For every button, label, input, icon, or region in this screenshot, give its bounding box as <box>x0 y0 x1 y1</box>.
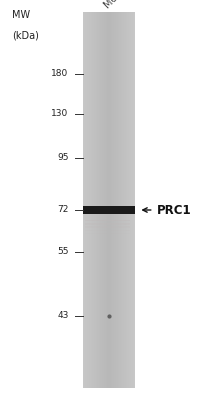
Text: Mouse testis: Mouse testis <box>102 0 153 10</box>
Bar <box>83 206 135 214</box>
Bar <box>101 12 102 388</box>
Bar <box>109 12 110 388</box>
Bar <box>100 12 101 388</box>
Bar <box>115 12 116 388</box>
Bar <box>121 12 122 388</box>
Bar <box>111 12 112 388</box>
Bar <box>85 233 130 234</box>
Bar <box>114 12 115 388</box>
Bar <box>85 224 130 225</box>
Text: 130: 130 <box>51 110 69 118</box>
Bar <box>83 12 84 388</box>
Bar <box>133 12 134 388</box>
Bar <box>89 12 90 388</box>
Bar <box>122 12 123 388</box>
Bar <box>106 12 107 388</box>
Bar <box>112 12 113 388</box>
Bar <box>134 12 135 388</box>
Bar <box>85 223 130 224</box>
Bar <box>123 12 124 388</box>
Bar <box>108 12 109 388</box>
Bar <box>129 12 130 388</box>
Bar <box>99 12 100 388</box>
Text: MW: MW <box>12 10 30 20</box>
Bar <box>91 12 92 388</box>
Bar <box>104 12 105 388</box>
Bar <box>124 12 125 388</box>
Bar <box>96 12 97 388</box>
Text: 180: 180 <box>51 70 69 78</box>
Bar <box>92 12 93 388</box>
Bar <box>131 12 132 388</box>
Bar <box>116 12 117 388</box>
Bar <box>118 12 119 388</box>
Bar <box>117 12 118 388</box>
Text: (kDa): (kDa) <box>12 30 39 40</box>
Bar <box>84 12 85 388</box>
Bar <box>107 12 108 388</box>
Bar <box>88 12 89 388</box>
Bar <box>85 12 86 388</box>
Bar <box>85 227 130 228</box>
Text: 95: 95 <box>57 154 69 162</box>
Bar <box>94 12 95 388</box>
Bar <box>103 12 104 388</box>
Bar <box>95 12 96 388</box>
Bar <box>128 12 129 388</box>
Bar <box>119 12 120 388</box>
Text: 72: 72 <box>57 206 69 214</box>
Bar <box>125 12 126 388</box>
Bar <box>85 229 130 230</box>
Bar <box>102 12 103 388</box>
Bar <box>85 230 130 231</box>
Bar <box>85 220 130 221</box>
Bar <box>93 12 94 388</box>
Bar <box>87 12 88 388</box>
Bar <box>126 12 127 388</box>
Bar <box>97 12 98 388</box>
Bar <box>90 12 91 388</box>
Bar <box>98 12 99 388</box>
Text: PRC1: PRC1 <box>157 204 192 216</box>
Bar <box>105 12 106 388</box>
Bar <box>113 12 114 388</box>
Bar <box>127 12 128 388</box>
Bar <box>86 12 87 388</box>
Bar <box>110 12 111 388</box>
Text: 43: 43 <box>57 312 69 320</box>
Bar <box>132 12 133 388</box>
Bar <box>120 12 121 388</box>
Text: 55: 55 <box>57 248 69 256</box>
Bar <box>130 12 131 388</box>
